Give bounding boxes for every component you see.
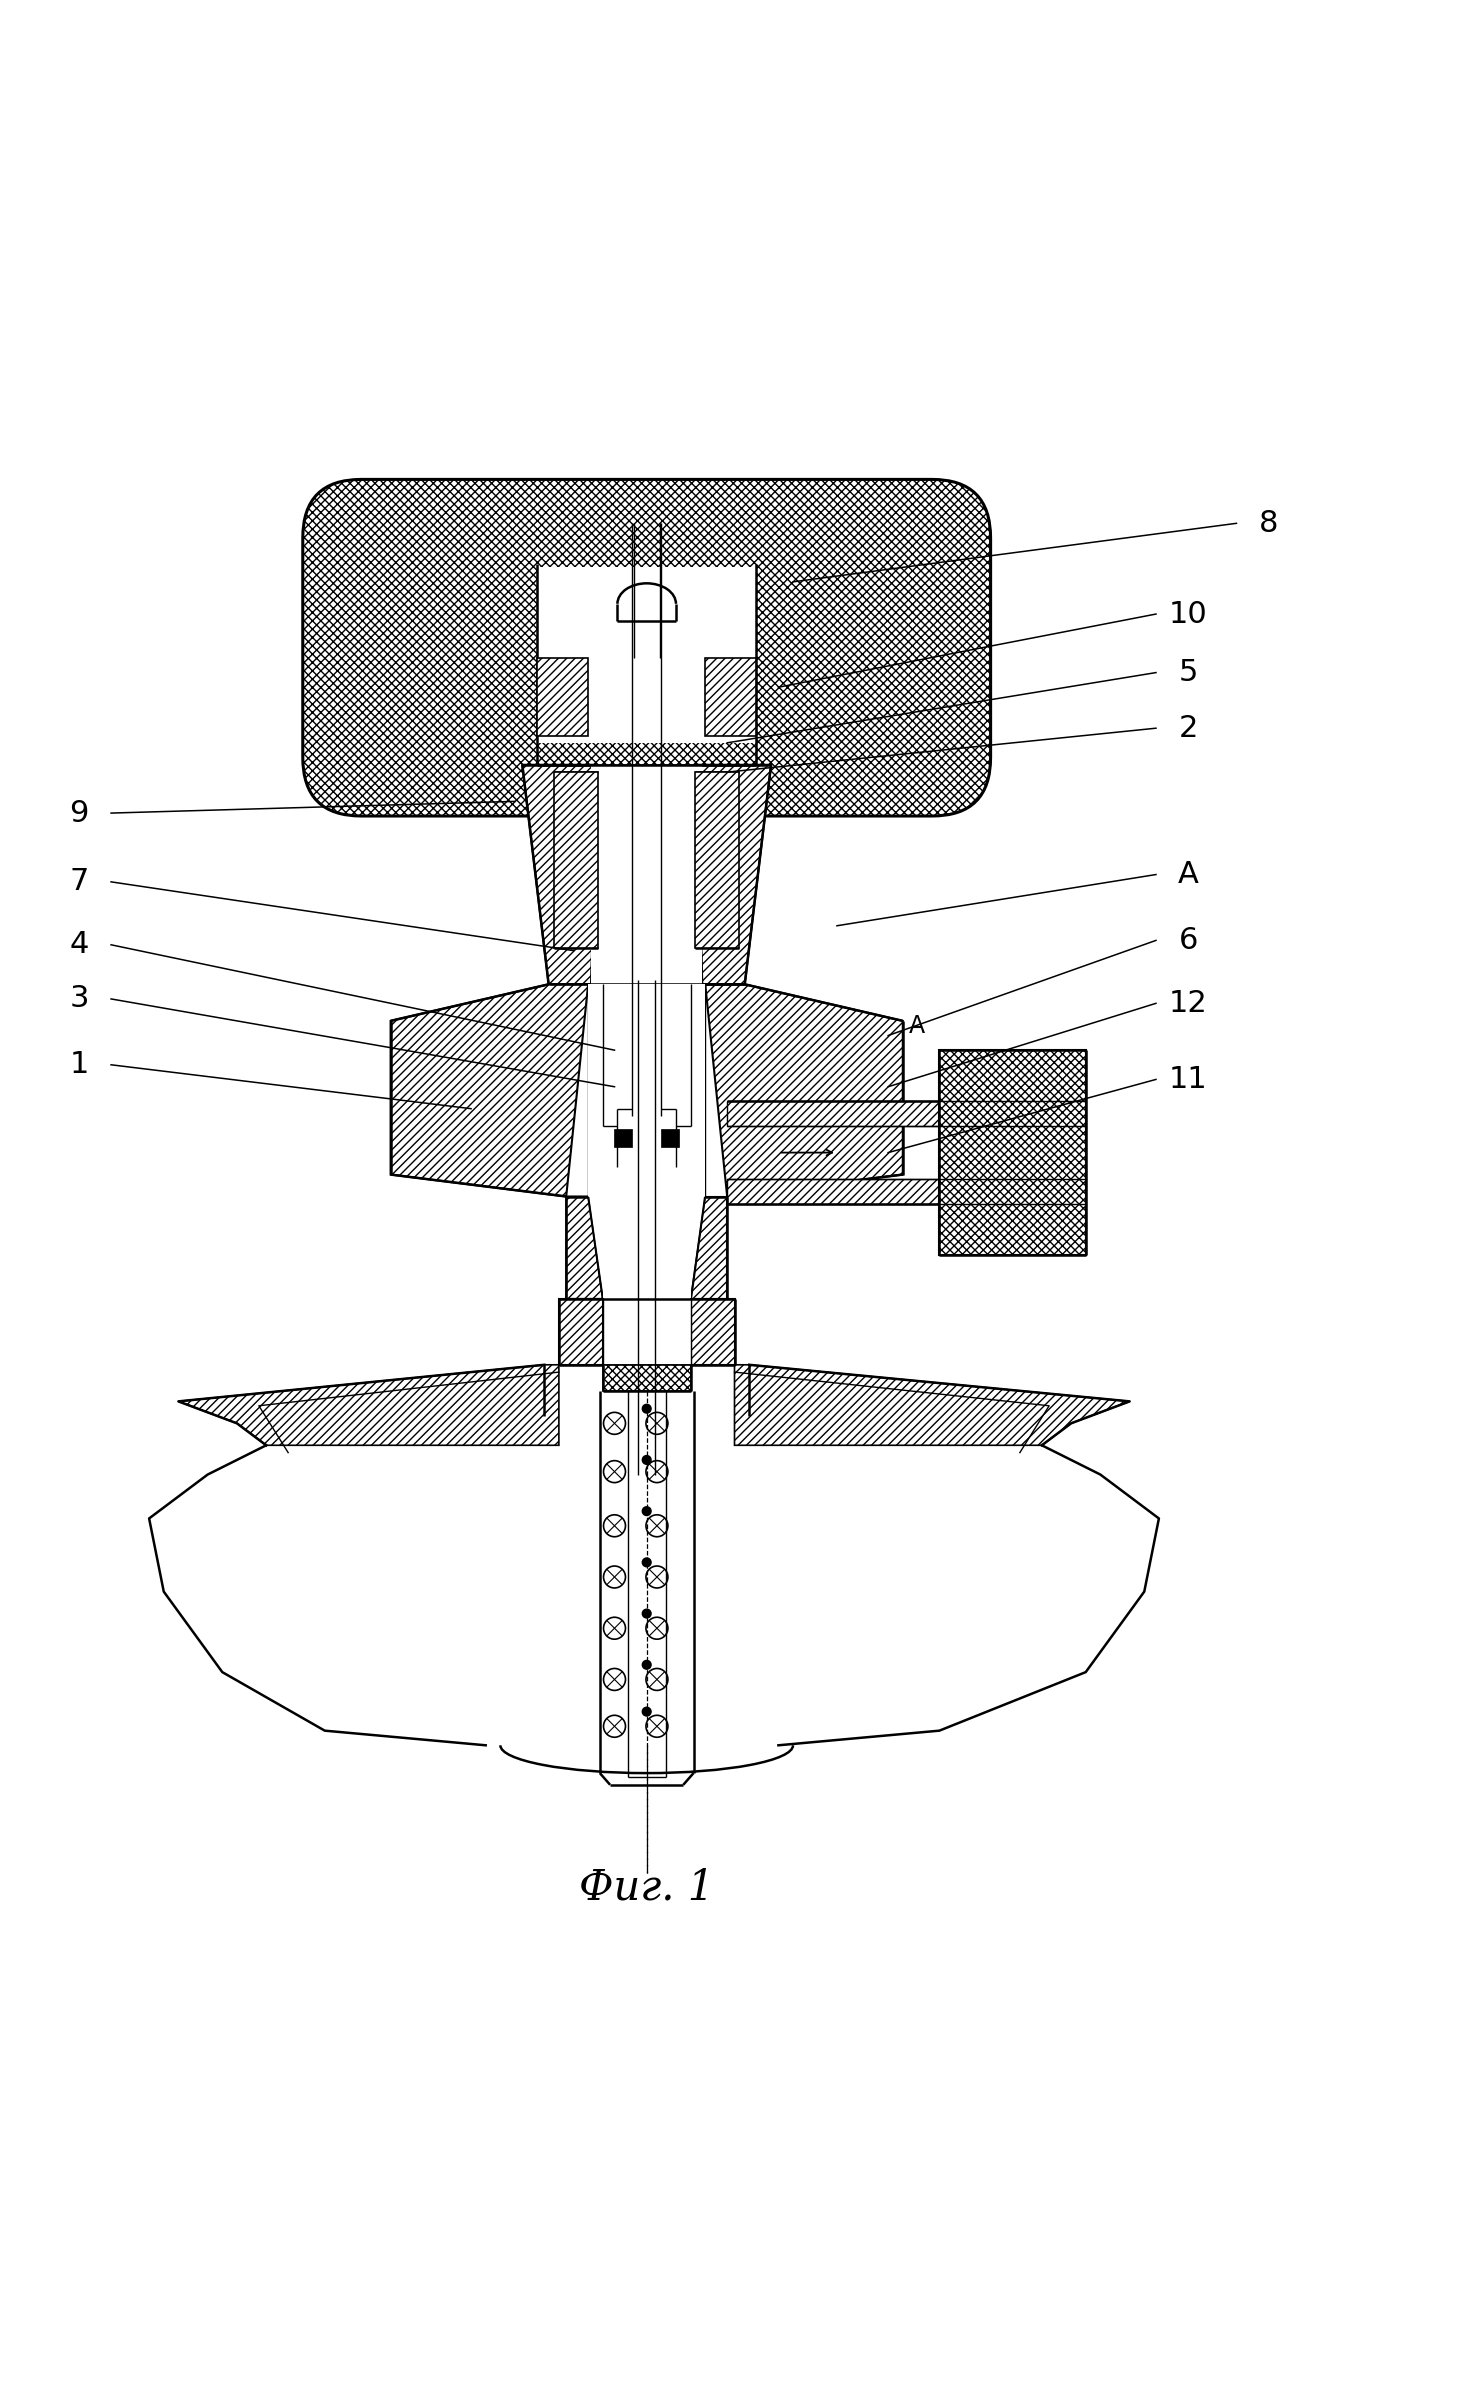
Polygon shape <box>566 1196 602 1299</box>
Polygon shape <box>734 1364 1130 1445</box>
Bar <box>939 1051 1086 1254</box>
Circle shape <box>642 1661 651 1670</box>
Text: 7: 7 <box>69 866 88 897</box>
Text: 6: 6 <box>1178 926 1197 955</box>
Text: 12: 12 <box>1169 988 1208 1017</box>
Circle shape <box>642 1558 651 1567</box>
Polygon shape <box>690 1196 727 1299</box>
Bar <box>554 773 598 948</box>
Text: A: A <box>909 1015 925 1039</box>
Bar <box>602 1196 690 1299</box>
FancyBboxPatch shape <box>303 479 990 816</box>
Circle shape <box>642 1405 651 1414</box>
Polygon shape <box>391 984 588 1196</box>
Text: 5: 5 <box>1178 658 1197 687</box>
Circle shape <box>642 1508 651 1515</box>
Bar <box>727 1180 939 1204</box>
Bar <box>727 1101 939 1127</box>
Bar <box>661 1129 679 1146</box>
Polygon shape <box>705 984 903 1196</box>
Circle shape <box>642 1608 651 1618</box>
Circle shape <box>642 1455 651 1465</box>
Polygon shape <box>523 766 596 984</box>
Bar <box>538 567 757 742</box>
Text: 10: 10 <box>1169 601 1208 629</box>
Text: 9: 9 <box>69 799 88 828</box>
Text: 3: 3 <box>69 984 88 1012</box>
Bar <box>690 1299 734 1364</box>
Polygon shape <box>178 1364 558 1445</box>
Circle shape <box>642 1706 651 1716</box>
Text: Фиг. 1: Фиг. 1 <box>579 1867 714 1907</box>
Text: 2: 2 <box>1178 713 1197 742</box>
Bar <box>558 1299 602 1364</box>
Bar <box>538 658 588 735</box>
Text: 11: 11 <box>1169 1065 1208 1094</box>
Polygon shape <box>696 766 771 984</box>
Bar <box>602 1299 690 1364</box>
Text: A: A <box>1178 859 1199 890</box>
Text: 8: 8 <box>1259 510 1278 538</box>
Bar <box>591 766 702 984</box>
Bar <box>588 984 705 1196</box>
Bar <box>695 773 739 948</box>
Bar <box>602 1364 690 1390</box>
Bar <box>705 658 757 735</box>
Bar <box>614 1129 632 1146</box>
Text: 4: 4 <box>69 931 88 960</box>
Text: 1: 1 <box>69 1051 88 1079</box>
